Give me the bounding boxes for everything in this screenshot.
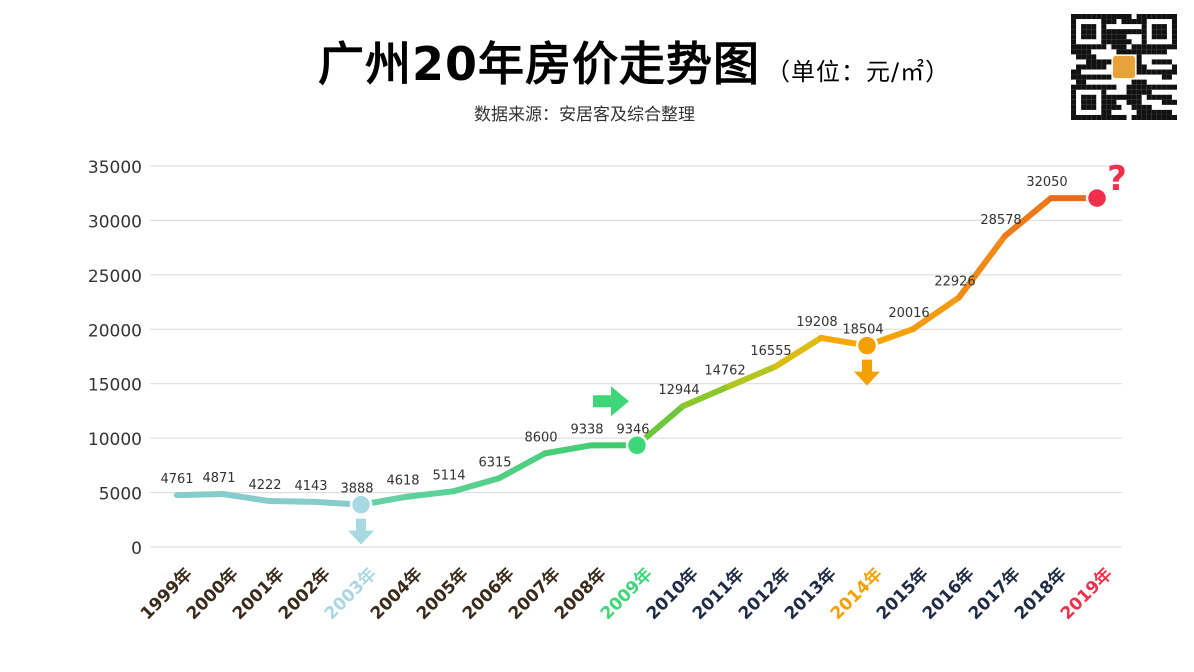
data-label: 4222: [248, 478, 281, 493]
highlight-point: [349, 493, 373, 516]
data-label: 18504: [842, 323, 883, 338]
data-label: 14762: [704, 363, 745, 378]
unit-label: （单位：元/㎡）: [766, 58, 951, 86]
data-label: 20016: [888, 306, 929, 321]
line-segment: [910, 294, 962, 333]
line-segment: [772, 334, 824, 370]
question-mark-icon: ?: [1107, 159, 1127, 199]
line-segment: [956, 232, 1008, 301]
qr-code-icon: [1071, 14, 1177, 120]
chart-subtitle: 数据来源：安居客及综合整理: [474, 105, 695, 125]
line-segment: [496, 450, 548, 482]
y-tick-label: 35000: [88, 158, 142, 178]
data-label: 19208: [796, 315, 837, 330]
line-segment: [266, 498, 318, 505]
data-label: 28578: [980, 213, 1021, 228]
arrow-down-icon: [854, 359, 880, 386]
line-segment: [542, 442, 594, 457]
line-segment: [450, 475, 502, 495]
data-label: 9346: [616, 422, 649, 437]
y-tick-label: 20000: [88, 321, 142, 341]
data-label: 4143: [294, 479, 327, 494]
data-label: 16555: [750, 344, 791, 359]
line-segment: [174, 490, 226, 499]
highlight-point: [1085, 186, 1109, 210]
y-tick-label: 25000: [88, 267, 142, 287]
data-label: 4871: [202, 471, 235, 486]
title-text: 广州20年房价走势图: [318, 37, 761, 91]
arrow-down-icon: [348, 518, 374, 545]
line-segment: [404, 488, 456, 500]
data-label: 3888: [340, 482, 373, 497]
data-label: 22926: [934, 274, 975, 289]
y-tick-label: 15000: [88, 376, 142, 396]
line-segment: [726, 363, 778, 390]
data-label: 32050: [1026, 175, 1067, 190]
data-label: 6315: [478, 455, 511, 470]
y-tick-label: 0: [131, 539, 142, 559]
line-segment: [220, 490, 272, 505]
data-label: 4618: [386, 474, 419, 489]
y-tick-label: 5000: [99, 485, 142, 505]
data-label: 8600: [524, 430, 557, 445]
x-tick-label: 2019年: [1056, 564, 1116, 624]
y-tick-label: 10000: [88, 430, 142, 450]
arrow-right-icon: [593, 386, 629, 417]
data-label: 4761: [160, 472, 193, 487]
data-label: 5114: [432, 468, 465, 483]
highlight-point: [855, 334, 879, 357]
data-label: 12944: [658, 383, 699, 398]
chart-title: 广州20年房价走势图 （单位：元/㎡）: [318, 28, 950, 94]
line-segment: [680, 383, 732, 410]
data-label: 9338: [570, 422, 603, 437]
y-tick-label: 30000: [88, 212, 142, 232]
highlight-point: [625, 434, 649, 457]
line-segment: [1002, 195, 1054, 239]
